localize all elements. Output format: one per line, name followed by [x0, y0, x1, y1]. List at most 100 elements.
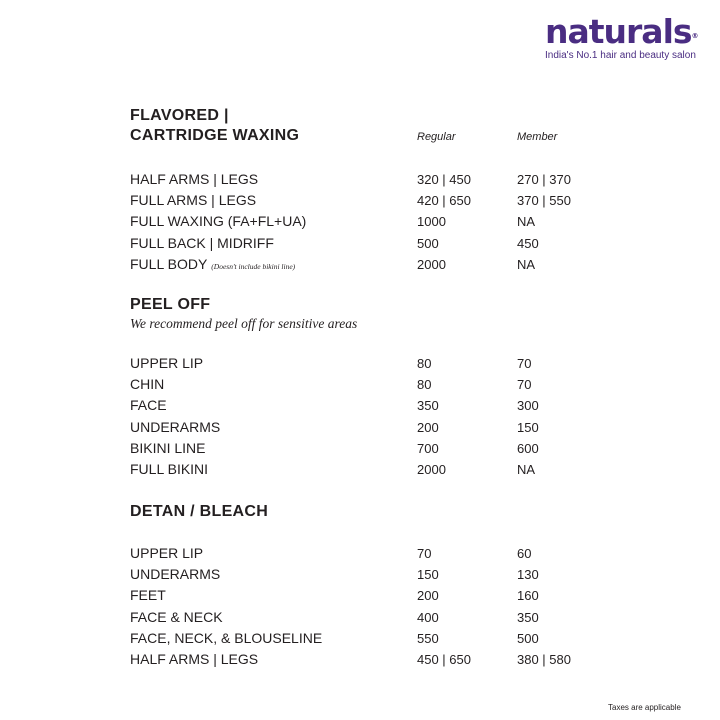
regular-price: 500 [417, 235, 439, 251]
list-item: BIKINI LINE 700 600 [130, 438, 650, 459]
item-name-text: BIKINI LINE [130, 439, 206, 456]
list-item: FULL ARMS | LEGS 420 | 650 370 | 550 [130, 190, 650, 211]
item-name-text: FACE, NECK, & BLOUSELINE [130, 629, 323, 646]
regular-price: 2000 [417, 256, 446, 272]
item-name-text: FULL BODY [130, 255, 208, 272]
item-name: FULL WAXING (FA+FL+UA) [130, 211, 306, 232]
member-price: 70 [517, 377, 532, 393]
regular-price: 350 [417, 398, 439, 414]
member-price: 270 | 370 [517, 172, 571, 187]
item-list: UPPER LIP 70 60 UNDERARMS 150 130 FEET 200 160 FA… [130, 543, 650, 670]
section-title: FLAVORED | [130, 107, 229, 124]
member-price: 380 | 580 [517, 651, 571, 667]
item-name-text: FULL BACK | MIDRIFF [130, 234, 274, 251]
list-item: UPPER LIP 70 60 [130, 543, 650, 564]
member-price: NA [517, 461, 536, 477]
member-price: 130 [517, 567, 539, 583]
brand-name: naturals [545, 12, 693, 51]
section-title: CARTRIDGE WAXING [130, 127, 300, 144]
regular-price: 200 [417, 588, 439, 604]
list-item: FULL BODY (Doesn't include bikini line) 20… [130, 254, 650, 275]
item-name: CHIN [130, 374, 164, 395]
section-title: DETAN / BLEACH [130, 503, 269, 520]
regular-price: 550 [417, 630, 439, 646]
regular-price: 70 [417, 546, 432, 561]
regular-price: 2000 [417, 461, 446, 477]
item-name: FEET [130, 585, 166, 606]
item-name: BIKINI LINE [130, 438, 205, 459]
list-item: CHIN 80 70 [130, 374, 650, 395]
member-price: 370 | 550 [517, 193, 571, 209]
member-price: 300 [517, 398, 539, 414]
item-name: FULL BIKINI [130, 459, 208, 480]
item-name-text: UPPER LIP [130, 545, 204, 561]
regular-price: 420 | 650 [417, 193, 471, 209]
list-item: HALF ARMS | LEGS 320 | 450 270 | 370 [130, 169, 650, 190]
brand-tagline: India's No.1 hair and beauty salon [545, 50, 696, 61]
item-name-text: FEET [130, 587, 166, 604]
item-list: UPPER LIP 80 70 CHIN 80 70 FACE 350 300 UNDERARMS… [130, 353, 650, 480]
regular-price: 700 [417, 440, 439, 456]
member-price: 500 [517, 630, 539, 646]
item-name: FULL ARMS | LEGS [130, 190, 256, 211]
item-name: FACE [130, 395, 167, 416]
regular-price: 80 [417, 377, 432, 393]
member-price: 160 [517, 588, 539, 604]
section-title: PEEL OFF [130, 296, 211, 313]
item-name-text: FULL ARMS | LEGS [130, 192, 257, 209]
item-name: FULL BODY (Doesn't include bikini line) [130, 254, 295, 277]
list-item: FACE, NECK, & BLOUSELINE 550 500 [130, 628, 650, 649]
item-note: (Doesn't include bikini line) [211, 261, 296, 271]
member-price: NA [517, 214, 536, 230]
member-price: NA [517, 256, 536, 272]
section-waxing: FLAVORED | CARTRIDGE WAXING Regular Memb… [130, 106, 650, 272]
item-name: UPPER LIP [130, 353, 203, 374]
section-peel-off: PEEL OFF We recommend peel off for sensi… [130, 295, 650, 477]
item-name: FACE & NECK [130, 607, 223, 628]
item-name: FULL BACK | MIDRIFF [130, 233, 274, 254]
regular-price: 450 | 650 [417, 651, 471, 667]
member-price: 70 [517, 356, 532, 371]
item-name-text: FACE & NECK [130, 608, 223, 625]
column-header-regular: Regular [417, 131, 456, 143]
item-name: UNDERARMS [130, 417, 220, 438]
list-item: UNDERARMS 150 130 [130, 564, 650, 585]
regular-price: 200 [417, 419, 439, 435]
item-name-text: FULL WAXING (FA+FL+UA) [130, 213, 307, 230]
item-name-text: UPPER LIP [130, 355, 204, 371]
column-header-member: Member [517, 131, 558, 143]
item-name-text: UNDERARMS [130, 418, 221, 435]
item-name-text: FACE [130, 397, 167, 414]
item-name: FACE, NECK, & BLOUSELINE [130, 628, 322, 649]
taxes-note: Taxes are applicable [608, 703, 681, 712]
list-item: FACE 350 300 [130, 395, 650, 416]
list-item: FEET 200 160 [130, 585, 650, 606]
member-price: 350 [517, 609, 539, 625]
regular-price: 150 [417, 567, 439, 583]
brand-logo: naturals® India's No.1 hair and beauty s… [545, 12, 705, 61]
regular-price: 80 [417, 356, 432, 371]
item-name: HALF ARMS | LEGS [130, 649, 258, 670]
item-name-text: HALF ARMS | LEGS [130, 171, 259, 187]
item-name: HALF ARMS | LEGS [130, 169, 258, 190]
item-name-text: UNDERARMS [130, 566, 221, 583]
regular-price: 1000 [417, 214, 446, 230]
list-item: UNDERARMS 200 150 [130, 417, 650, 438]
item-name: UPPER LIP [130, 543, 203, 564]
item-name-text: HALF ARMS | LEGS [130, 650, 259, 667]
list-item: UPPER LIP 80 70 [130, 353, 650, 374]
item-name: UNDERARMS [130, 564, 220, 585]
member-price: 150 [517, 419, 539, 435]
list-item: FULL BIKINI 2000 NA [130, 459, 650, 480]
item-name-text: FULL BIKINI [130, 460, 209, 477]
item-list: HALF ARMS | LEGS 320 | 450 270 | 370 FULL A… [130, 169, 650, 275]
list-item: HALF ARMS | LEGS 450 | 650 380 | 580 [130, 649, 650, 670]
regular-price: 400 [417, 609, 439, 625]
list-item: FACE & NECK 400 350 [130, 607, 650, 628]
section-subtitle: We recommend peel off for sensitive area… [130, 316, 358, 331]
regular-price: 320 | 450 [417, 172, 471, 187]
member-price: 600 [517, 440, 539, 456]
list-item: FULL BACK | MIDRIFF 500 450 [130, 233, 650, 254]
section-detan-bleach: DETAN / BLEACH UPPER LIP 70 60 UNDERARMS 150… [130, 502, 650, 667]
